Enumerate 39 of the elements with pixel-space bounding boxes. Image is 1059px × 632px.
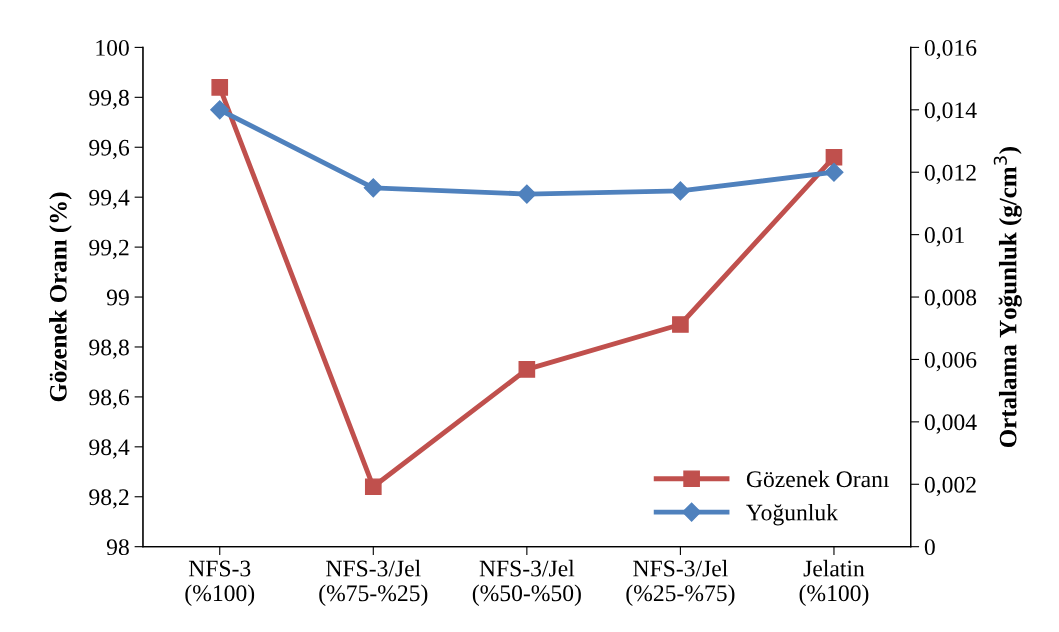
y2-tick-label: 0,006 [924, 351, 977, 372]
y-tick-label: 98,4 [89, 439, 130, 459]
point [363, 178, 383, 198]
legend-label: Gözenek Oranı [746, 470, 890, 488]
y-tick-label: 100 [96, 39, 129, 56]
y2-tick-label: 0,01 [924, 227, 964, 247]
y2-axis-title: Ortalama Yoğunluk (g/cm$^{3}$) [993, 147, 1022, 448]
x-tick-label: NFS-3/Jel (%25-%75) [626, 559, 735, 606]
y2-tick-label: 0 [924, 539, 935, 556]
x-tick-label: NFS-3/Jel (%50-%50) [472, 559, 581, 606]
y2-tick-label: 0,008 [924, 289, 977, 309]
y-tick-label: 98,8 [89, 339, 129, 359]
point [211, 79, 229, 96]
point [825, 148, 843, 166]
y-tick-label: 98,2 [89, 489, 129, 509]
y-tick-label: 98,6 [89, 389, 130, 409]
x-tick-label: Jelatin (%100) [799, 559, 869, 606]
y-axis-title: Gözenek Oranı (%) [49, 192, 72, 402]
point [670, 181, 690, 201]
y2-tick-label: 0,014 [924, 102, 977, 122]
y-tick-label: 99,2 [89, 239, 129, 259]
y-tick-label: 99,8 [89, 89, 129, 110]
y2-tick-label: 0,016 [924, 39, 977, 60]
point [672, 316, 689, 333]
legend-label: Yoğunluk [746, 503, 838, 526]
point [518, 361, 536, 378]
y-tick-label: 99,6 [89, 139, 130, 160]
point [824, 162, 844, 182]
y-tick-label: 99 [106, 289, 129, 306]
point [517, 184, 537, 204]
y-tick-label: 98 [106, 539, 129, 556]
x-tick-label: NFS-3/Jel (%75-%25) [319, 559, 428, 606]
y2-tick-label: 0,004 [924, 414, 977, 434]
y2-tick-label: 0,002 [924, 476, 976, 497]
y-tick-label: 99,4 [89, 189, 130, 210]
y2-tick-label: 0,012 [924, 164, 976, 185]
x-tick-label: NFS-3 (%100) [185, 560, 255, 606]
point [364, 478, 382, 496]
point [210, 100, 230, 120]
